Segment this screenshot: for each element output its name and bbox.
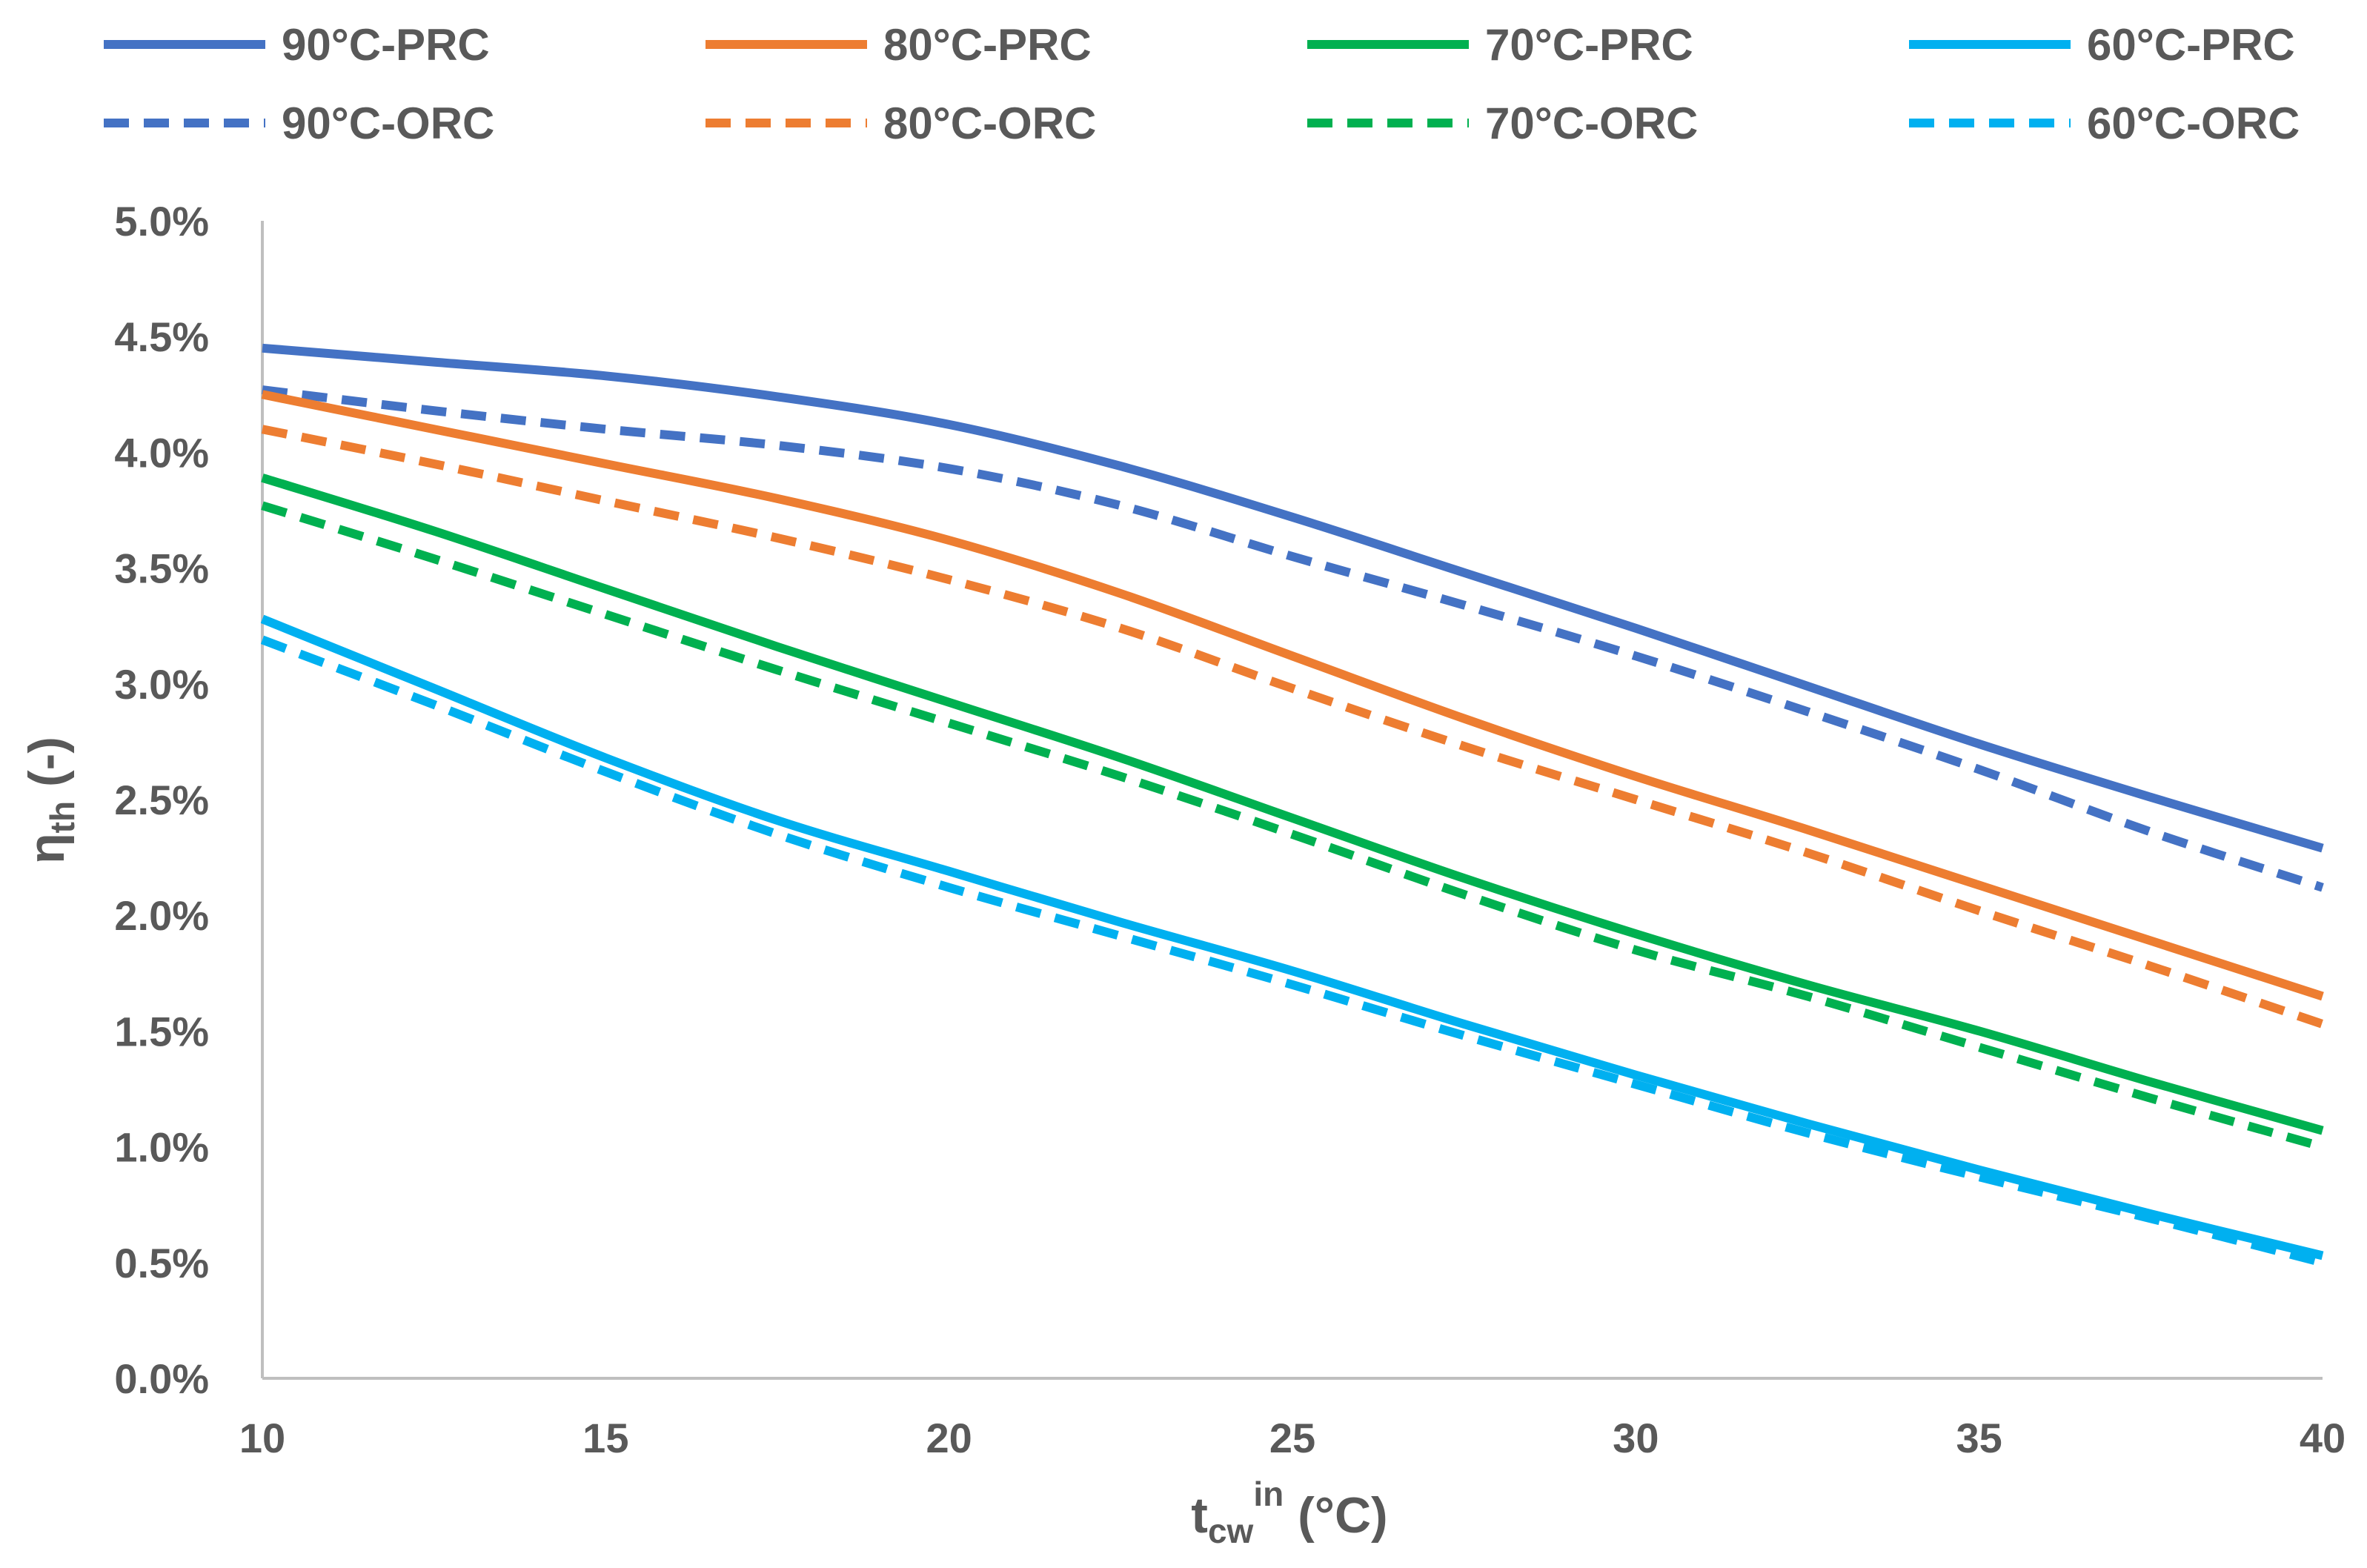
series-line-90c-orc — [262, 385, 2324, 892]
series-line-80c-prc — [261, 390, 2324, 1001]
legend-label: 80°C-ORC — [883, 99, 1096, 148]
x-tick-label: 40 — [2300, 1415, 2346, 1461]
y-tick-label: 2.0% — [114, 892, 209, 939]
y-tick-label: 4.0% — [114, 429, 209, 476]
y-tick-label: 1.0% — [114, 1124, 209, 1171]
y-tick-label: 5.0% — [114, 198, 209, 245]
axes — [261, 221, 2323, 1380]
series-line-70c-prc — [261, 474, 2324, 1135]
legend-label: 60°C-ORC — [2087, 99, 2300, 148]
legend: 90°C-PRC 80°C-PRC 70°C-PRC 60°C-PRC 90°C-ORC… — [104, 20, 2300, 148]
legend-item-80c-prc: 80°C-PRC — [706, 20, 1092, 70]
legend-label: 90°C-PRC — [282, 20, 490, 70]
tick-labels: 0.0% 0.5% 1.0% 1.5% 2.0% 2.5% 3.0% 3.5% 4.0% 4.5%… — [114, 198, 2346, 1461]
legend-item-90c-orc: 90°C-ORC — [104, 99, 494, 148]
x-tick-label: 35 — [1956, 1415, 2002, 1461]
series-line-60c-orc — [260, 635, 2324, 1267]
x-tick-label: 15 — [582, 1415, 628, 1461]
legend-label: 70°C-ORC — [1485, 99, 1698, 148]
y-tick-label: 0.5% — [114, 1240, 209, 1286]
legend-label: 70°C-PRC — [1485, 20, 1693, 70]
legend-label: 90°C-ORC — [282, 99, 494, 148]
legend-item-70c-prc: 70°C-PRC — [1307, 20, 1693, 70]
legend-item-70c-orc: 70°C-ORC — [1307, 99, 1698, 148]
x-tick-label: 25 — [1269, 1415, 1315, 1461]
x-tick-label: 10 — [239, 1415, 285, 1461]
x-axis-title: tcwin (°C) — [1191, 1475, 1387, 1550]
series-line-90c-prc — [262, 343, 2324, 853]
axis-titles: tcwin (°C) ηth (-) — [19, 737, 1388, 1550]
y-tick-label: 2.5% — [114, 777, 209, 823]
x-tick-label: 20 — [926, 1415, 972, 1461]
y-tick-label: 1.5% — [114, 1008, 209, 1054]
series-line-70c-orc — [261, 501, 2324, 1152]
y-tick-label: 3.0% — [114, 661, 209, 708]
series-line-80c-orc — [261, 425, 2324, 1029]
legend-label: 80°C-PRC — [883, 20, 1092, 70]
legend-item-80c-orc: 80°C-ORC — [706, 99, 1096, 148]
legend-item-60c-orc: 60°C-ORC — [1909, 99, 2300, 148]
legend-label: 60°C-PRC — [2087, 20, 2295, 70]
y-tick-label: 0.0% — [114, 1355, 209, 1402]
x-tick-label: 30 — [1613, 1415, 1659, 1461]
y-tick-label: 4.5% — [114, 313, 209, 360]
y-axis-title: ηth (-) — [19, 737, 82, 864]
legend-item-60c-prc: 60°C-PRC — [1909, 20, 2295, 70]
series-line-60c-prc — [260, 614, 2324, 1260]
series-lines — [260, 343, 2324, 1267]
legend-item-90c-prc: 90°C-PRC — [104, 20, 490, 70]
y-tick-label: 3.5% — [114, 545, 209, 592]
